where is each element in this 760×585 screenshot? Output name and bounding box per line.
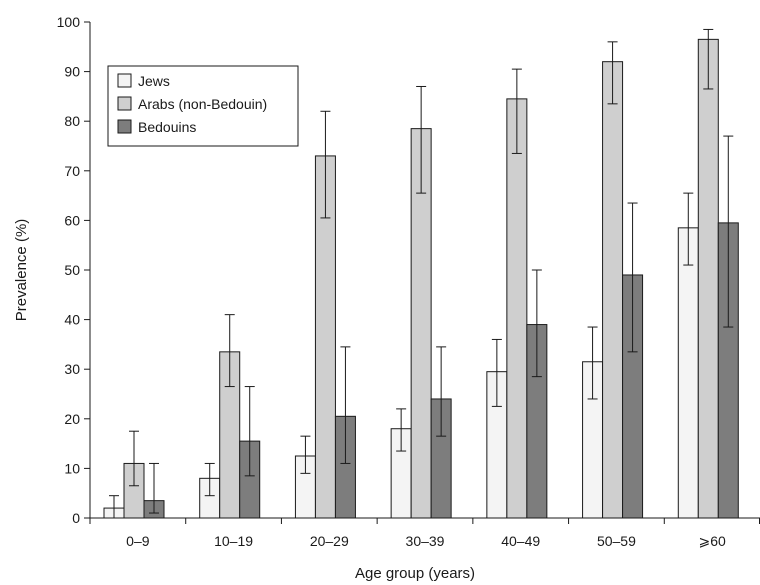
y-tick-label-10: 90 <box>64 64 80 80</box>
x-tick-label-7: ⩾60 <box>698 533 726 549</box>
bar-2-7 <box>697 38 719 519</box>
y-tick-label-5: 40 <box>64 312 80 328</box>
legend-swatch-3 <box>117 119 132 134</box>
y-axis-label: Prevalence (%) <box>13 219 30 322</box>
legend-label-2: Arabs (non-Bedouin) <box>138 96 267 112</box>
y-tick-label-2: 10 <box>64 460 80 476</box>
legend: Jews Arabs (non-Bedouin) Bedouins <box>107 65 299 147</box>
x-tick-label-4: 30–39 <box>406 533 445 549</box>
bar-1-7 <box>677 227 699 519</box>
x-axis-label: Age group (years) <box>355 565 475 582</box>
x-tick-label-6: 50–59 <box>597 533 636 549</box>
bars-layer <box>103 38 739 519</box>
y-tick-label-11: 100 <box>57 14 81 30</box>
legend-box <box>107 65 299 147</box>
y-tick-label-4: 30 <box>64 361 80 377</box>
legend-swatch-1 <box>117 73 132 88</box>
y-tick-label-7: 60 <box>64 212 80 228</box>
axes-layer: 0 10 20 30 40 50 60 70 80 90 100 0–9 10–19 20–29 30–39… <box>57 14 760 549</box>
y-tick-label-1: 0 <box>72 510 80 526</box>
y-tick-label-9: 80 <box>64 113 80 129</box>
bar-2-5 <box>506 98 528 519</box>
legend-label-1: Jews <box>138 73 170 89</box>
y-tick-label-8: 70 <box>64 163 80 179</box>
y-tick-label-3: 20 <box>64 411 80 427</box>
x-tick-label-5: 40–49 <box>501 533 540 549</box>
x-tick-label-1: 0–9 <box>126 533 150 549</box>
y-tick-label-6: 50 <box>64 262 80 278</box>
x-tick-label-2: 10–19 <box>214 533 253 549</box>
legend-label-3: Bedouins <box>138 119 196 135</box>
bar-2-6 <box>602 61 624 519</box>
error-bars-layer <box>109 28 734 519</box>
legend-swatch-2 <box>117 96 132 111</box>
x-tick-label-3: 20–29 <box>310 533 349 549</box>
